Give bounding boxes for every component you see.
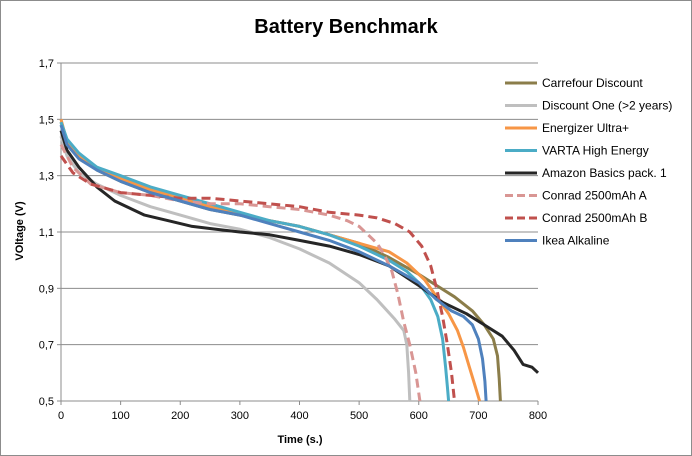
y-tick-label: 1,7 <box>39 58 54 70</box>
series-lines <box>59 118 540 402</box>
legend-label-5: Amazon Basics pack. 1 <box>542 166 667 180</box>
x-axis-title: Time (s.) <box>277 434 322 446</box>
x-tick-label: 600 <box>410 410 428 422</box>
y-axis-title: VOltage (V) <box>14 201 26 261</box>
y-tick-label: 1,1 <box>39 227 54 239</box>
x-tick-label: 200 <box>171 410 189 422</box>
x-tick-label: 400 <box>290 410 308 422</box>
x-tick-labels: 0 100 200 300 400 500 600 700 800 <box>58 410 547 422</box>
x-tick-label: 300 <box>231 410 249 422</box>
legend-label-6: Conrad 2500mAh A <box>542 189 647 203</box>
x-tick-label: 700 <box>469 410 487 422</box>
chart-title: Battery Benchmark <box>254 16 438 38</box>
series-line-1 <box>59 121 502 402</box>
x-tick-label: 100 <box>111 410 129 422</box>
legend-label-3: Energizer Ultra+ <box>542 121 629 135</box>
x-tick-label: 500 <box>350 410 368 422</box>
series-line-6 <box>59 143 422 402</box>
series-line-2 <box>59 135 412 402</box>
series-line-3 <box>59 118 482 402</box>
legend-label-8: Ikea Alkaline <box>542 234 610 248</box>
series-line-4 <box>59 121 451 402</box>
series-line-5 <box>59 130 540 374</box>
series-line-8 <box>59 124 488 402</box>
y-tick-label: 0,9 <box>39 283 54 295</box>
y-tick-label: 0,7 <box>39 340 54 352</box>
x-tick-label: 0 <box>58 410 64 422</box>
legend-label-7: Conrad 2500mAh B <box>542 211 647 225</box>
gridlines <box>61 62 538 346</box>
y-tick-label: 1,3 <box>39 171 54 183</box>
legend-label-4: VARTA High Energy <box>542 144 649 158</box>
y-tick-label: 1,5 <box>39 114 54 126</box>
legend-label-1: Carrefour Discount <box>542 76 643 90</box>
legend-label-2: Discount One (>2 years) <box>542 99 672 113</box>
legend: Carrefour Discount Discount One (>2 years… <box>505 76 672 248</box>
y-tick-label: 0,5 <box>39 396 54 408</box>
y-tick-labels: 0,5 0,7 0,9 1,1 1,3 1,5 1,7 <box>39 58 54 408</box>
x-tick-label: 800 <box>529 410 547 422</box>
series-line-7 <box>59 155 456 402</box>
